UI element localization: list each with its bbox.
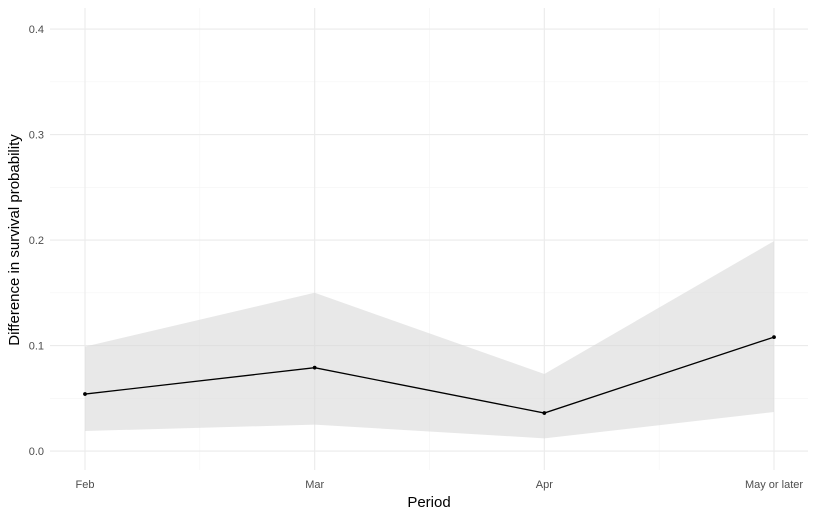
y-tick-label: 0.3 (29, 130, 44, 142)
data-points (83, 335, 776, 415)
series-line-layer (84, 336, 775, 414)
x-axis-ticks: Feb Mar Apr May or later (76, 479, 804, 491)
x-tick-label: Apr (536, 479, 553, 491)
series-line (84, 336, 775, 414)
y-tick-label: 0.4 (29, 24, 44, 36)
data-point (772, 335, 776, 339)
y-axis-title: Difference in survival probability (6, 134, 23, 346)
y-tick-label: 0.2 (29, 235, 44, 247)
confidence-band (85, 241, 774, 439)
x-tick-label: May or later (745, 479, 803, 491)
data-point (312, 365, 317, 370)
y-tick-label: 0.1 (29, 341, 44, 353)
y-axis-ticks: 0.0 0.1 0.2 0.3 0.4 (29, 24, 44, 458)
data-point (83, 392, 87, 396)
y-tick-label: 0.0 (29, 446, 44, 458)
data-point (542, 411, 547, 415)
x-axis-title: Period (407, 494, 450, 511)
x-tick-label: Feb (76, 479, 95, 491)
x-tick-label: Mar (305, 479, 324, 491)
confidence-band-layer (85, 241, 774, 439)
